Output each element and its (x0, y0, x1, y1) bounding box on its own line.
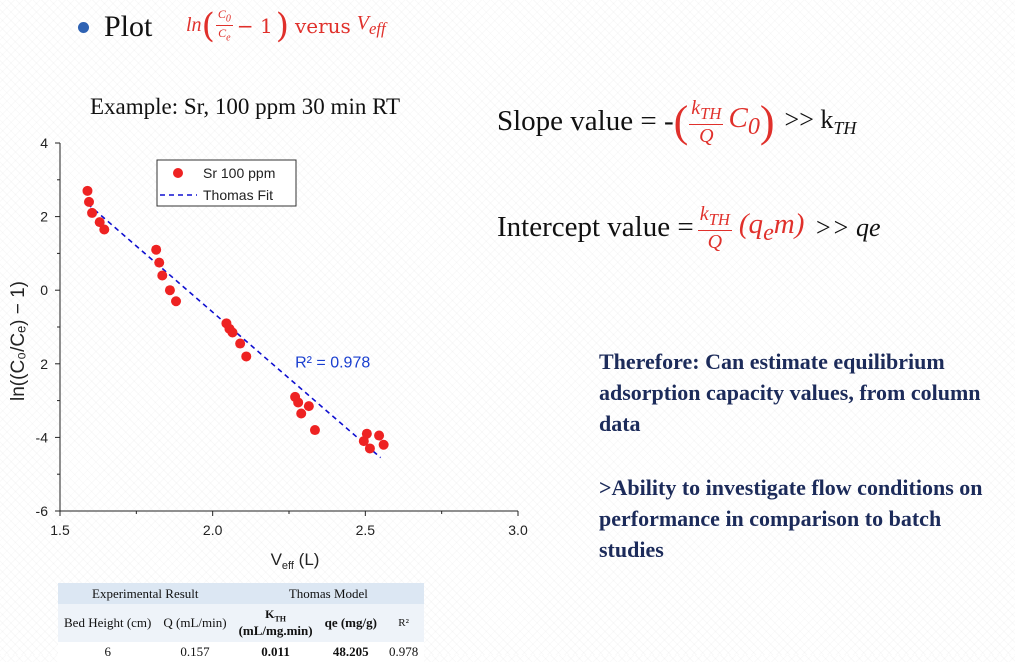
slope-close-paren: ) (759, 96, 775, 146)
cell-kth: 0.011 (232, 642, 319, 662)
intercept-result: >> qe (814, 212, 881, 242)
open-paren: ( (201, 5, 215, 46)
data-point (171, 296, 182, 307)
x-tick-label: 2.5 (356, 522, 376, 538)
x-axis-label: Veff (L) (271, 550, 320, 572)
data-point (374, 430, 385, 441)
data-point (87, 207, 98, 218)
col-bed-height: Bed Height (cm) (58, 604, 158, 642)
minus-one-text: − 1 (236, 13, 273, 38)
data-point (82, 185, 93, 196)
cell-q: 0.157 (157, 642, 233, 662)
x-tick-label: 1.5 (50, 522, 70, 538)
data-point (94, 217, 105, 228)
cell-bed-height: 6 (58, 642, 158, 662)
ability-text: >Ability to investigate flow conditions … (599, 475, 983, 562)
x-tick-label: 3.0 (508, 522, 528, 538)
bullet-icon (78, 22, 89, 33)
r-squared-annotation: R² = 0.978 (295, 354, 370, 371)
data-point (151, 244, 162, 255)
data-point (364, 443, 375, 454)
data-point (293, 397, 304, 408)
table-group-header-row: Experimental Result Thomas Model (58, 583, 425, 604)
cell-r2: 0.978 (382, 642, 425, 662)
example-title: Example: Sr, 100 ppm 30 min RT (90, 94, 401, 119)
x-tick-label: 2.0 (203, 522, 223, 538)
slope-label: Slope value = - (497, 105, 674, 138)
col-kth: KTH (mL/mg.min) (232, 604, 319, 642)
y-tick-label: 4 (40, 135, 48, 151)
legend-box (156, 159, 297, 207)
results-table: Experimental Result Thomas Model Bed Hei… (58, 583, 425, 662)
plot-expression: ln ( C0 Ce − 1 ) verus Veff (186, 8, 386, 44)
y-tick-label: 2 (40, 209, 48, 225)
v-eff-text: Veff (356, 12, 386, 39)
data-point (378, 439, 389, 450)
ln-text: ln (186, 14, 202, 37)
data-point (99, 224, 110, 235)
col-q: Q (mL/min) (157, 604, 233, 642)
therefore-text: Therefore: Can estimate equilibrium adso… (599, 349, 981, 436)
close-paren: ) (275, 5, 289, 46)
intercept-formula: Intercept value = kTH Q (qem) >> qe (497, 204, 881, 252)
data-point (227, 327, 238, 338)
legend-label-fit: Thomas Fit (203, 187, 273, 203)
data-point (309, 425, 320, 436)
slope-open-paren: ( (673, 96, 689, 146)
data-point (154, 257, 165, 268)
data-point (241, 351, 252, 362)
y-tick-label: 0 (40, 282, 48, 298)
y-tick-label: -4 (36, 429, 49, 445)
data-point (84, 196, 95, 207)
table-row: 6 0.157 0.011 48.205 0.978 (58, 642, 425, 662)
data-point (164, 285, 175, 296)
legend-marker-points (173, 168, 183, 178)
col-r2: R² (382, 604, 425, 642)
cell-qe: 48.205 (318, 642, 383, 662)
slope-c0: C0 (728, 102, 760, 141)
experimental-result-header: Experimental Result (58, 583, 233, 604)
slope-formula: Slope value = - ( kTH Q C0 ) >> kTH (497, 98, 856, 146)
slope-result: >> kTH (784, 104, 857, 138)
y-tick-label: 2 (40, 356, 48, 372)
y-tick-label: -6 (36, 503, 49, 519)
data-point (235, 338, 246, 349)
table-column-header-row: Bed Height (cm) Q (mL/min) KTH (mL/mg.mi… (58, 604, 425, 642)
legend-label-points: Sr 100 ppm (203, 165, 275, 181)
data-point (157, 270, 168, 281)
data-point (361, 428, 372, 439)
data-point (296, 408, 307, 419)
versus-text: verus (294, 13, 351, 38)
thomas-model-header: Thomas Model (232, 583, 425, 604)
y-axis-label: ln((C₀/Cₑ) − 1) (8, 281, 29, 401)
intercept-fraction: kTH Q (697, 203, 732, 253)
bullet-label: Plot (104, 10, 153, 43)
intercept-qe-m: (qem) (738, 208, 805, 247)
ratio-fraction: C0 Ce (215, 7, 233, 44)
slope-fraction: kTH Q (689, 97, 724, 147)
scatter-chart: 4 2 0 2 -4 -61.5 2.0 2.5 3.0 Veff (L) ln((C₀/Cₑ) −… (8, 135, 528, 572)
data-point (303, 401, 314, 412)
intercept-label: Intercept value = (497, 211, 694, 244)
col-qe: qe (mg/g) (318, 604, 383, 642)
